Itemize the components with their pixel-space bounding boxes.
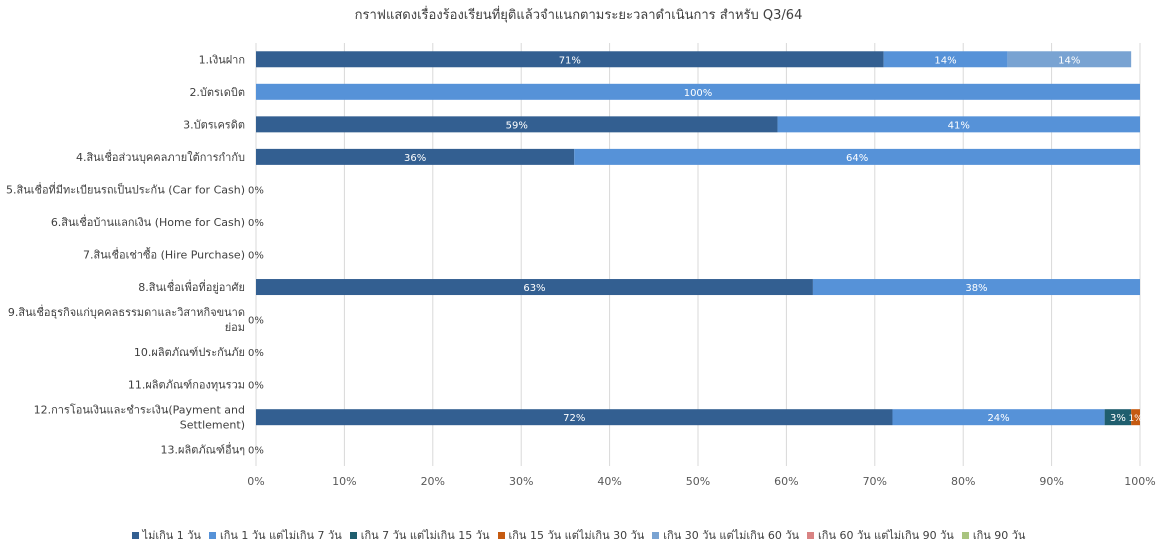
bar-segment [892, 409, 1105, 426]
data-label: 41% [948, 120, 970, 131]
x-tick-label: 40% [597, 475, 621, 488]
legend-label: ไม่เกิน 1 วัน [142, 529, 201, 542]
category-label: 13.ผลิตภัณฑ์อื่นๆ [161, 442, 246, 457]
legend-swatch [807, 532, 815, 539]
category-label: 11.ผลิตภัณฑ์กองทุนรวม [128, 379, 245, 392]
legend-swatch [497, 532, 505, 539]
category-label: Settlement) [180, 419, 245, 432]
category-label: 8.สินเชื่อเพื่อที่อยู่อาศัย [138, 279, 245, 294]
data-label: 1% [1128, 414, 1143, 424]
legend-swatch [131, 532, 139, 539]
category-label: 7.สินเชื่อเช่าซื้อ (Hire Purchase) [83, 247, 245, 262]
bar-segment [1131, 409, 1140, 426]
bar-segment [812, 279, 1140, 296]
category-label: ย่อม [225, 321, 245, 334]
bar-segment [883, 51, 1008, 68]
bar-segment [256, 409, 893, 426]
legend-label: เกิน 7 วัน แต่ไม่เกิน 15 วัน [360, 529, 490, 542]
category-label: 9.สินเชื่อธุรกิจแก่บุคคลธรรมดาและวิสาหกิ… [8, 304, 245, 319]
data-label: 100% [684, 88, 713, 99]
category-label: 2.บัตรเดบิต [189, 86, 245, 99]
legend-label: เกิน 90 วัน [972, 529, 1026, 542]
bar-segment [256, 51, 884, 68]
data-label: 59% [506, 120, 528, 131]
chart-title: กราฟแสดงเรื่องร้องเรียนที่ยุติแล้วจำแนกต… [354, 8, 803, 23]
zero-data-label: 0% [248, 185, 264, 196]
legend-entry: เกิน 15 วัน แต่ไม่เกิน 30 วัน [497, 526, 645, 544]
legend-entry: เกิน 7 วัน แต่ไม่เกิน 15 วัน [349, 526, 490, 544]
legend-entry: เกิน 90 วัน [961, 526, 1026, 544]
x-tick-label: 70% [863, 475, 887, 488]
data-label: 38% [965, 283, 987, 294]
zero-data-label: 0% [248, 348, 264, 359]
bar-segment [1104, 409, 1132, 426]
data-label: 14% [934, 55, 956, 66]
bar-segment [256, 116, 778, 133]
category-label: 10.ผลิตภัณฑ์ประกันภัย [134, 346, 245, 359]
data-label: 3% [1110, 413, 1126, 424]
bar-segment [256, 148, 575, 165]
data-label: 71% [559, 55, 581, 66]
bar-segment [256, 279, 813, 296]
category-label: 1.เงินฝาก [199, 53, 245, 66]
legend-swatch [208, 532, 216, 539]
legend-label: เกิน 15 วัน แต่ไม่เกิน 30 วัน [508, 529, 645, 542]
x-tick-label: 50% [686, 475, 710, 488]
legend-label: เกิน 1 วัน แต่ไม่เกิน 7 วัน [219, 529, 342, 542]
x-tick-label: 0% [247, 475, 264, 488]
zero-data-label: 0% [248, 446, 264, 457]
bar-segment [1007, 51, 1132, 68]
legend-swatch [349, 532, 357, 539]
x-tick-label: 90% [1039, 475, 1063, 488]
data-label: 14% [1058, 55, 1080, 66]
x-tick-label: 100% [1124, 475, 1155, 488]
legend-entry: เกิน 1 วัน แต่ไม่เกิน 7 วัน [208, 526, 342, 544]
legend-entry: เกิน 60 วัน แต่ไม่เกิน 90 วัน [807, 526, 954, 544]
chart-legend: ไม่เกิน 1 วัน เกิน 1 วัน แต่ไม่เกิน 7 วัน… [0, 526, 1157, 544]
bar-segment [256, 83, 1140, 100]
zero-data-label: 0% [248, 251, 264, 262]
x-tick-label: 60% [774, 475, 798, 488]
zero-data-label: 0% [248, 316, 264, 327]
x-tick-label: 80% [951, 475, 975, 488]
data-label: 72% [563, 413, 585, 424]
legend-entry: ไม่เกิน 1 วัน [131, 526, 201, 544]
legend-label: เกิน 60 วัน แต่ไม่เกิน 90 วัน [818, 529, 954, 542]
bar-segment [777, 116, 1140, 133]
category-label: 5.สินเชื่อที่มีทะเบียนรถเป็นประกัน (Car … [6, 181, 245, 196]
zero-data-label: 0% [248, 218, 264, 229]
category-label: 12.การโอนเงินและชำระเงิน(Payment and [34, 403, 245, 417]
bar-segment [574, 148, 1140, 165]
category-label: 4.สินเชื่อส่วนบุคคลภายใต้การกำกับ [76, 149, 245, 164]
x-tick-label: 10% [332, 475, 356, 488]
x-tick-label: 30% [509, 475, 533, 488]
category-label: 3.บัตรเครดิต [183, 118, 245, 131]
zero-data-label: 0% [248, 381, 264, 392]
category-label: 6.สินเชื่อบ้านแลกเงิน (Home for Cash) [51, 214, 245, 229]
legend-swatch [961, 532, 969, 539]
data-label: 24% [987, 413, 1009, 424]
legend-swatch [652, 532, 660, 539]
data-label: 36% [404, 153, 426, 164]
data-label: 64% [846, 153, 868, 164]
data-label: 63% [523, 283, 545, 294]
legend-label: เกิน 30 วัน แต่ไม่เกิน 60 วัน [663, 529, 800, 542]
legend-entry: เกิน 30 วัน แต่ไม่เกิน 60 วัน [652, 526, 799, 544]
x-tick-label: 20% [421, 475, 445, 488]
